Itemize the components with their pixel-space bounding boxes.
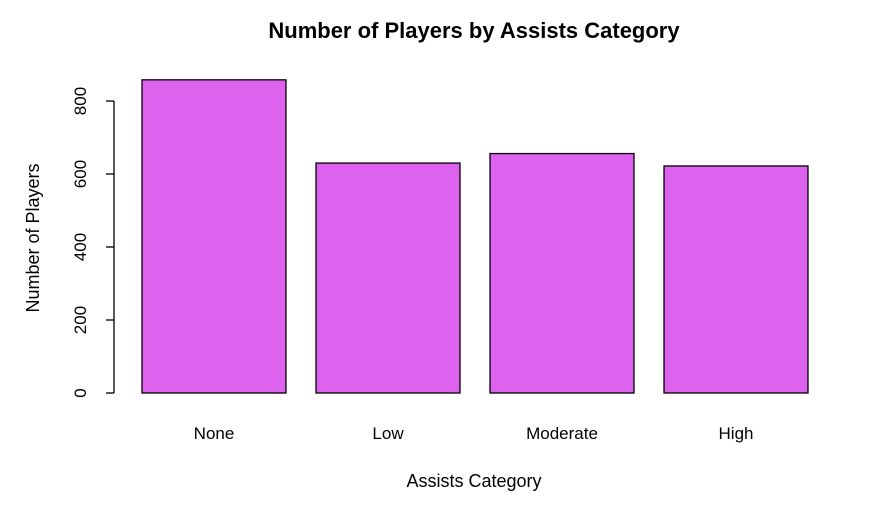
x-tick-label-low: Low — [372, 424, 404, 443]
y-tick-label: 0 — [71, 388, 90, 397]
bar-none — [141, 79, 287, 394]
x-tick-label-none: None — [194, 424, 235, 443]
chart-title: Number of Players by Assists Category — [268, 18, 680, 43]
bar-high — [663, 165, 809, 394]
bar-moderate — [489, 152, 635, 394]
y-axis: 0 200 400 600 800 — [71, 87, 115, 398]
x-axis-label: Assists Category — [406, 471, 541, 491]
y-tick-label: 200 — [71, 306, 90, 334]
bars — [141, 79, 809, 394]
x-tick-label-moderate: Moderate — [526, 424, 598, 443]
bar-low — [315, 162, 461, 394]
y-tick-label: 400 — [71, 233, 90, 261]
y-tick-label: 800 — [71, 87, 90, 115]
y-tick-label: 600 — [71, 160, 90, 188]
x-tick-label-high: High — [719, 424, 754, 443]
x-axis-tick-labels: None Low Moderate High — [194, 424, 754, 443]
y-axis-label: Number of Players — [23, 163, 43, 312]
